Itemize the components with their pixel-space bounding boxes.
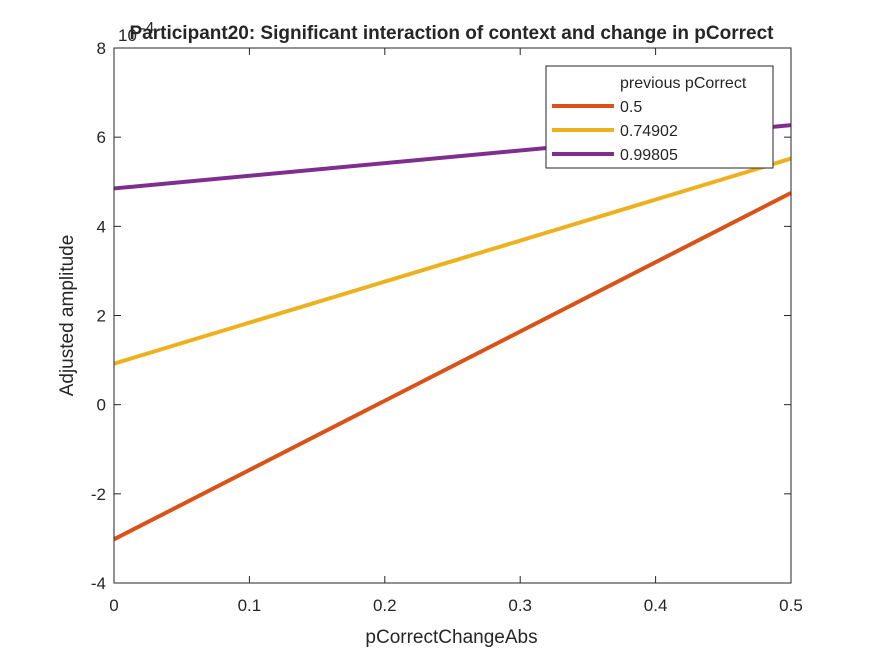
legend-items: 0.5 0.74902 0.99805 <box>552 99 678 164</box>
x-axis-label: pCorrectChangeAbs <box>365 627 537 648</box>
x-tick-label: 0.5 <box>779 596 803 615</box>
y-tick-label: -2 <box>91 485 106 504</box>
legend-title: previous pCorrect <box>620 75 747 92</box>
legend: previous pCorrect 0.5 0.74902 0.99805 <box>545 65 774 169</box>
x-tick-label: 0.4 <box>644 596 668 615</box>
ticks-layer: 0 0.1 0.2 0.3 0.4 0.5 -4 -2 0 2 4 6 8 <box>91 39 803 615</box>
x-tick-label: 0.2 <box>373 596 397 615</box>
y-exponent-base: 10 <box>118 26 137 45</box>
y-tick-label: -4 <box>91 574 106 593</box>
chart-title: Participant20: Significant interaction o… <box>130 23 775 44</box>
y-exponent: 10 -4 <box>118 20 154 45</box>
legend-label-3: 0.99805 <box>620 147 678 164</box>
y-axis-label: Adjusted amplitude <box>57 235 78 397</box>
legend-label-2: 0.74902 <box>620 123 678 140</box>
y-tick-label: 6 <box>97 128 106 147</box>
legend-label-1: 0.5 <box>620 99 642 116</box>
y-exponent-power: -4 <box>140 20 154 37</box>
x-tick-label: 0.3 <box>508 596 532 615</box>
y-tick-label: 0 <box>97 396 106 415</box>
x-tick-label: 0 <box>109 596 118 615</box>
y-tick-label: 8 <box>97 39 106 58</box>
legend-box <box>545 65 774 169</box>
series-line-2 <box>113 156 792 366</box>
y-tick-label: 2 <box>97 307 106 326</box>
y-tick-label: 4 <box>97 217 106 236</box>
x-tick-label: 0.1 <box>238 596 262 615</box>
series-line-1 <box>113 191 792 542</box>
